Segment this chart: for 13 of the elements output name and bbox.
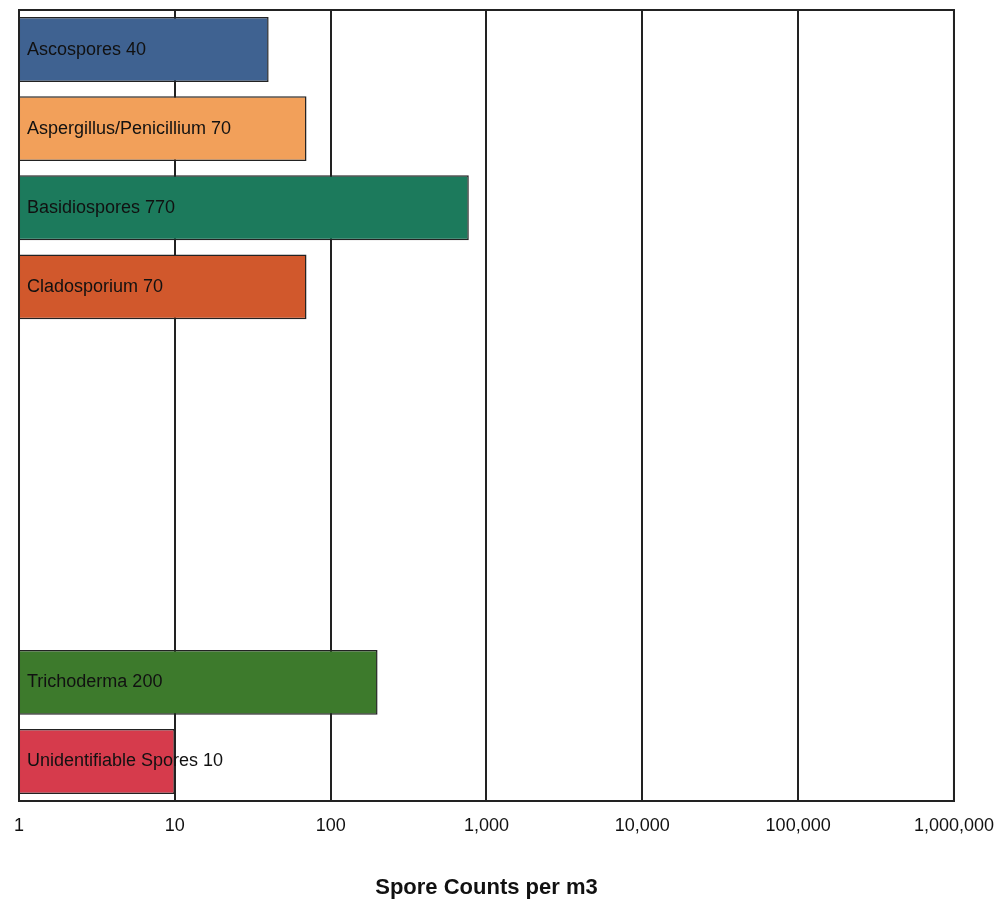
y-tick-label: Cladosporium 70 <box>27 275 164 296</box>
y-tick-label: Basidiospores 770 <box>27 196 176 217</box>
x-tick-label: 100 <box>315 814 346 835</box>
y-tick-label: Ascospores 40 <box>27 38 147 59</box>
x-tick-label: 10 <box>164 814 185 835</box>
x-tick-label: 100,000 <box>765 814 831 835</box>
x-axis-title: Spore Counts per m3 <box>375 873 598 899</box>
x-tick-label: 1 <box>14 814 25 835</box>
y-tick-label: Aspergillus/Penicillium 70 <box>27 117 232 138</box>
y-tick-label: Trichoderma 200 <box>27 671 163 692</box>
x-tick-label: 1,000,000 <box>913 814 994 835</box>
x-tick-label: 1,000 <box>463 814 510 835</box>
x-tick-label: 10,000 <box>614 814 670 835</box>
